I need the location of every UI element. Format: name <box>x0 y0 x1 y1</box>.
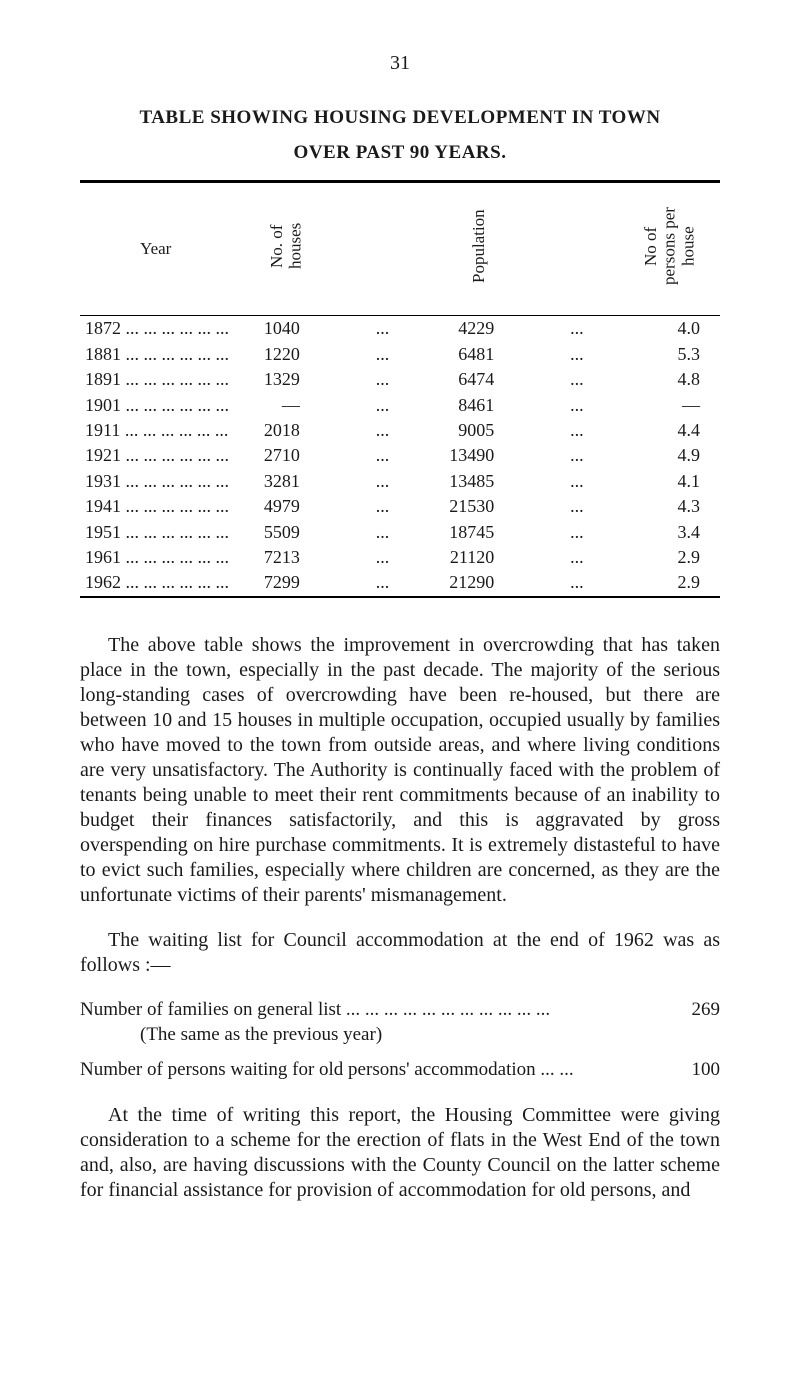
cell-year: 1931 ... ... ... ... ... ... <box>80 469 234 494</box>
table-row: 1921 ... ... ... ... ... ...2710...13490… <box>80 443 720 468</box>
cell-year: 1941 ... ... ... ... ... ... <box>80 494 234 519</box>
header-houses: No. of houses <box>234 182 340 316</box>
cell-ratio: 4.3 <box>619 494 720 519</box>
cell-dots: ... <box>340 418 425 443</box>
cell-dots: ... <box>340 520 425 545</box>
cell-dots: ... <box>534 494 619 519</box>
cell-dots: ... <box>534 367 619 392</box>
cell-dots: ... <box>534 393 619 418</box>
cell-year: 1911 ... ... ... ... ... ... <box>80 418 234 443</box>
cell-year: 1901 ... ... ... ... ... ... <box>80 393 234 418</box>
cell-dots: ... <box>534 545 619 570</box>
listing-families-value: 269 <box>667 998 721 1023</box>
cell-year: 1891 ... ... ... ... ... ... <box>80 367 234 392</box>
cell-dots: ... <box>534 443 619 468</box>
table-row: 1951 ... ... ... ... ... ...5509...18745… <box>80 520 720 545</box>
header-dots1 <box>340 182 425 316</box>
cell-ratio: 2.9 <box>619 545 720 570</box>
page-number: 31 <box>80 50 720 76</box>
cell-dots: ... <box>534 418 619 443</box>
table-title-line2: OVER PAST 90 YEARS. <box>80 141 720 166</box>
cell-population: 13485 <box>425 469 534 494</box>
cell-houses: 1040 <box>234 316 340 342</box>
cell-houses: 7213 <box>234 545 340 570</box>
cell-year: 1921 ... ... ... ... ... ... <box>80 443 234 468</box>
table-row: 1901 ... ... ... ... ... ...—...8461...— <box>80 393 720 418</box>
cell-dots: ... <box>340 367 425 392</box>
cell-ratio: — <box>619 393 720 418</box>
cell-population: 18745 <box>425 520 534 545</box>
cell-ratio: 4.4 <box>619 418 720 443</box>
cell-houses: 4979 <box>234 494 340 519</box>
cell-year: 1951 ... ... ... ... ... ... <box>80 520 234 545</box>
cell-population: 6474 <box>425 367 534 392</box>
cell-houses: 7299 <box>234 570 340 596</box>
table-row: 1891 ... ... ... ... ... ...1329...6474.… <box>80 367 720 392</box>
cell-dots: ... <box>340 393 425 418</box>
table-row: 1962 ... ... ... ... ... ...7299...21290… <box>80 570 720 596</box>
cell-ratio: 4.8 <box>619 367 720 392</box>
cell-dots: ... <box>340 494 425 519</box>
cell-ratio: 3.4 <box>619 520 720 545</box>
listing-old-persons: Number of persons waiting for old person… <box>80 1058 720 1083</box>
cell-ratio: 4.0 <box>619 316 720 342</box>
paragraph-3: At the time of writing this report, the … <box>80 1103 720 1203</box>
cell-houses: 2018 <box>234 418 340 443</box>
cell-dots: ... <box>534 570 619 596</box>
cell-dots: ... <box>340 469 425 494</box>
cell-houses: 2710 <box>234 443 340 468</box>
cell-ratio: 4.1 <box>619 469 720 494</box>
table-row: 1881 ... ... ... ... ... ...1220...6481.… <box>80 342 720 367</box>
paragraph-2: The waiting list for Council accommodati… <box>80 928 720 978</box>
cell-population: 21530 <box>425 494 534 519</box>
cell-houses: 1220 <box>234 342 340 367</box>
cell-ratio: 2.9 <box>619 570 720 596</box>
cell-year: 1872 ... ... ... ... ... ... <box>80 316 234 342</box>
cell-dots: ... <box>534 342 619 367</box>
cell-houses: 3281 <box>234 469 340 494</box>
cell-population: 21290 <box>425 570 534 596</box>
table-row: 1941 ... ... ... ... ... ...4979...21530… <box>80 494 720 519</box>
listing-families-label: Number of families on general list ... .… <box>80 998 667 1023</box>
paragraph-1: The above table shows the improvement in… <box>80 633 720 908</box>
listing-old-persons-label: Number of persons waiting for old person… <box>80 1058 667 1083</box>
cell-houses: 5509 <box>234 520 340 545</box>
header-year: Year <box>80 182 234 316</box>
listing-families: Number of families on general list ... .… <box>80 998 720 1023</box>
table-header-row: Year No. of houses Population No of pers… <box>80 182 720 316</box>
cell-population: 6481 <box>425 342 534 367</box>
listing-families-note: (The same as the previous year) <box>80 1023 720 1048</box>
cell-houses: 1329 <box>234 367 340 392</box>
header-persons-per-house: No of persons per house <box>619 182 720 316</box>
cell-ratio: 5.3 <box>619 342 720 367</box>
cell-population: 4229 <box>425 316 534 342</box>
cell-houses: — <box>234 393 340 418</box>
header-population: Population <box>425 182 534 316</box>
table-row: 1911 ... ... ... ... ... ...2018...9005.… <box>80 418 720 443</box>
cell-population: 9005 <box>425 418 534 443</box>
cell-dots: ... <box>340 316 425 342</box>
cell-population: 8461 <box>425 393 534 418</box>
table-row: 1872 ... ... ... ... ... ...1040...4229.… <box>80 316 720 342</box>
table-title-line1: TABLE SHOWING HOUSING DEVELOPMENT IN TOW… <box>80 106 720 131</box>
cell-dots: ... <box>534 316 619 342</box>
cell-dots: ... <box>340 570 425 596</box>
cell-dots: ... <box>340 545 425 570</box>
cell-year: 1962 ... ... ... ... ... ... <box>80 570 234 596</box>
cell-year: 1881 ... ... ... ... ... ... <box>80 342 234 367</box>
listing-old-persons-value: 100 <box>667 1058 721 1083</box>
table-row: 1961 ... ... ... ... ... ...7213...21120… <box>80 545 720 570</box>
cell-population: 21120 <box>425 545 534 570</box>
cell-dots: ... <box>340 443 425 468</box>
housing-table: Year No. of houses Population No of pers… <box>80 180 720 597</box>
table-body: 1872 ... ... ... ... ... ...1040...4229.… <box>80 316 720 597</box>
cell-ratio: 4.9 <box>619 443 720 468</box>
cell-population: 13490 <box>425 443 534 468</box>
table-row: 1931 ... ... ... ... ... ...3281...13485… <box>80 469 720 494</box>
cell-dots: ... <box>534 469 619 494</box>
header-dots2 <box>534 182 619 316</box>
cell-dots: ... <box>340 342 425 367</box>
cell-dots: ... <box>534 520 619 545</box>
cell-year: 1961 ... ... ... ... ... ... <box>80 545 234 570</box>
